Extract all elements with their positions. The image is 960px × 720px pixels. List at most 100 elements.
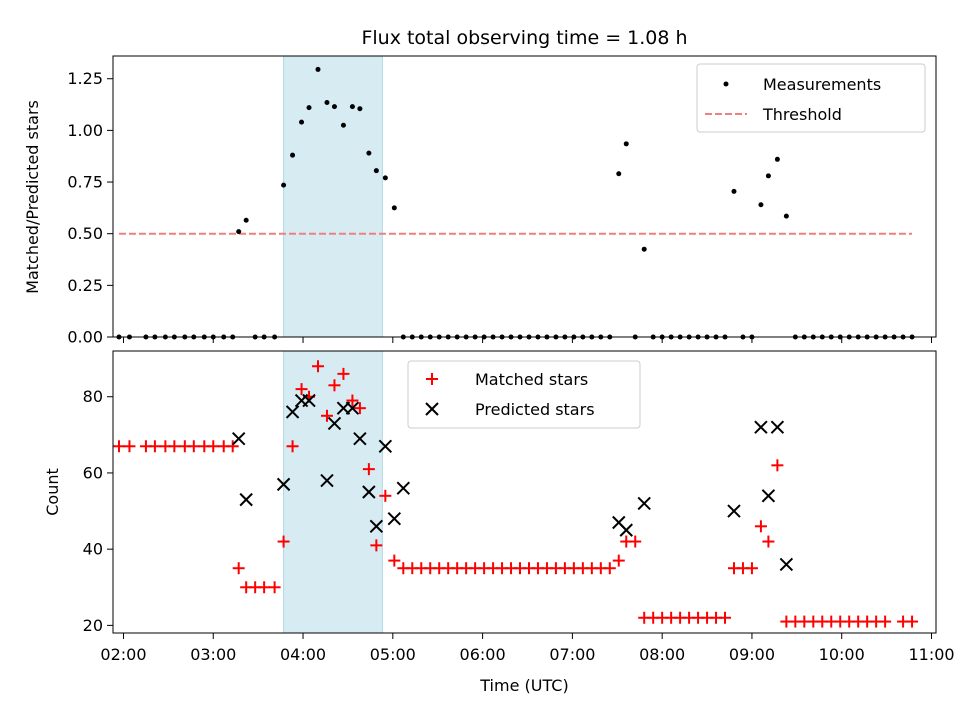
matched-star-point	[388, 554, 401, 567]
predicted-star-point	[285, 405, 300, 419]
legend-predicted-marker	[425, 402, 439, 416]
predicted-star-point	[779, 557, 794, 572]
predicted-star-point	[302, 393, 316, 408]
predicted-star-point	[239, 492, 253, 507]
bottom-y-axis-label: Count	[43, 468, 62, 516]
predicted-star-point	[231, 431, 246, 446]
bottom-x-tick-label: 08:00	[639, 645, 685, 664]
bottom-x-tick-label: 07:00	[549, 645, 595, 664]
predicted-star-point	[727, 504, 741, 518]
bottom-x-tick-label: 02:00	[100, 645, 146, 664]
measurement-point	[623, 141, 629, 147]
matched-star-point	[362, 463, 375, 476]
matched-star-point	[379, 489, 392, 502]
top-y-tick-label: 0.50	[67, 224, 103, 243]
measurement-point	[340, 122, 346, 128]
top-y-axis-label: Matched/Predicted stars	[23, 100, 42, 294]
matched-star-point	[295, 383, 308, 396]
bottom-x-tick-label: 06:00	[460, 645, 506, 664]
matched-star-point	[629, 535, 642, 548]
top-panel: 0.00 0.25 0.50 0.75 1.00 1.25 Flux total obse…	[23, 27, 937, 347]
matched-star-point	[879, 615, 892, 628]
measurement-point	[774, 156, 780, 162]
matched-star-point	[906, 615, 919, 628]
matched-star-point	[277, 535, 290, 548]
matched-star-point	[207, 440, 220, 453]
matched-star-point	[320, 409, 333, 422]
matched-star-point	[168, 440, 181, 453]
matched-star-point	[286, 440, 299, 453]
measurement-point	[366, 150, 372, 156]
top-shaded-span	[283, 55, 383, 338]
top-y-tick-label: 0.75	[67, 173, 103, 192]
predicted-star-point	[345, 401, 360, 415]
measurement-point	[331, 104, 337, 110]
matched-star-point	[745, 562, 758, 575]
matched-star-point	[148, 440, 161, 453]
top-y-tick-label: 1.00	[67, 121, 103, 140]
bottom-y-tick-label: 20	[83, 616, 103, 635]
measurement-point	[391, 205, 397, 211]
predicted-star-point	[387, 511, 402, 526]
bottom-plot-area	[112, 360, 919, 628]
bottom-x-tick-label: 04:00	[280, 645, 326, 664]
legend-matched-marker	[426, 373, 438, 385]
measurement-point	[616, 171, 622, 177]
bottom-legend-box	[407, 360, 641, 429]
measurement-point	[306, 105, 312, 111]
measurement-point	[315, 66, 321, 72]
matched-star-point	[268, 581, 281, 594]
predicted-star-point	[320, 473, 334, 488]
predicted-star-point	[353, 431, 367, 446]
matched-star-point	[762, 535, 775, 548]
predicted-star-point	[369, 519, 384, 534]
legend-matched-label: Matched stars	[475, 370, 588, 389]
measurement-point	[357, 106, 363, 112]
measurement-point	[758, 202, 764, 208]
top-legend: Measurements Threshold	[696, 63, 926, 133]
measurement-point	[324, 99, 330, 105]
measurement-point	[731, 188, 737, 194]
matched-star-point	[337, 367, 350, 380]
matched-star-point	[719, 611, 732, 624]
predicted-star-point	[327, 416, 342, 431]
matched-star-point	[123, 440, 136, 453]
top-y-tick-label: 0.00	[67, 328, 103, 347]
measurement-point	[765, 173, 771, 179]
bottom-x-tick-label: 03:00	[190, 645, 236, 664]
top-y-tick-label: 0.25	[67, 276, 103, 295]
predicted-star-point	[396, 481, 411, 495]
measurement-point	[299, 119, 305, 125]
legend-threshold-label: Threshold	[762, 105, 842, 124]
top-axes-frame	[112, 55, 937, 338]
matched-star-point	[370, 539, 383, 552]
bottom-y-tick-label: 80	[83, 387, 103, 406]
legend-measurements-marker	[723, 81, 729, 87]
matched-star-point	[603, 562, 616, 575]
predicted-star-point	[378, 439, 393, 453]
measurement-point	[783, 213, 789, 219]
top-y-axis-ticks: 0.00 0.25 0.50 0.75 1.00 1.25	[67, 69, 113, 347]
matched-star-point	[771, 459, 784, 472]
matched-star-point	[346, 394, 359, 407]
measurement-point	[243, 217, 249, 223]
bottom-legend: Matched stars Predicted stars	[407, 360, 641, 429]
predicted-star-point	[770, 420, 785, 434]
bottom-axes-frame	[112, 350, 937, 634]
matched-star-point	[112, 440, 125, 453]
matched-star-point	[754, 520, 767, 533]
top-y-tick-label: 1.25	[67, 69, 103, 88]
measurement-point	[382, 175, 388, 181]
legend-measurements-label: Measurements	[763, 75, 881, 94]
bottom-x-tick-label: 05:00	[370, 645, 416, 664]
bottom-x-tick-label: 11:00	[908, 645, 954, 664]
matched-star-point	[187, 440, 200, 453]
matched-star-point	[328, 379, 341, 392]
top-chart-title: Flux total observing time = 1.08 h	[361, 27, 687, 49]
measurement-point	[641, 246, 647, 252]
bottom-x-tick-label: 10:00	[819, 645, 865, 664]
legend-predicted-label: Predicted stars	[475, 400, 595, 419]
top-legend-box	[696, 63, 926, 133]
bottom-y-axis-ticks: 20 40 60 80	[83, 387, 113, 635]
